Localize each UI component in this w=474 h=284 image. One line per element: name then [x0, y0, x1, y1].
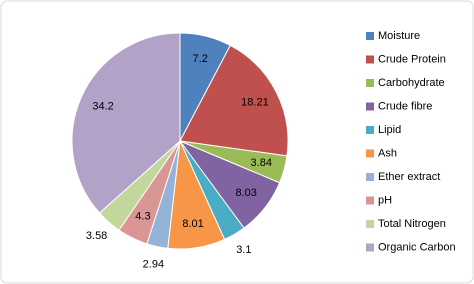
- data-label: 4.3: [135, 211, 150, 223]
- legend-label: Crude fibre: [378, 100, 432, 112]
- legend-label: Total Nitrogen: [378, 218, 446, 230]
- data-label: 7.2: [193, 53, 208, 65]
- data-label: 3.1: [236, 244, 251, 256]
- legend-swatch: [366, 149, 374, 158]
- legend-swatch: [366, 173, 374, 181]
- data-label: 3.84: [251, 157, 272, 169]
- data-label: 34.2: [92, 101, 113, 113]
- legend-swatch: [366, 196, 374, 205]
- data-label: 18.21: [241, 96, 269, 108]
- pie-slice: [179, 44, 289, 157]
- legend-label: Lipid: [378, 124, 401, 136]
- data-label: 2.94: [143, 258, 164, 270]
- legend-swatch: [366, 102, 374, 111]
- legend-label: Carbohydrate: [378, 77, 445, 89]
- legend-label: Organic Carbon: [378, 241, 456, 253]
- legend-swatch: [366, 55, 374, 64]
- legend-swatch: [366, 243, 374, 252]
- legend-label: pH: [378, 194, 392, 206]
- data-label: 8.03: [235, 187, 256, 199]
- legend-swatch: [366, 32, 374, 40]
- data-label: 3.58: [86, 230, 107, 242]
- legend-label: Crude Protein: [378, 53, 446, 65]
- legend-label: Ash: [378, 147, 397, 159]
- legend-swatch: [366, 220, 374, 228]
- legend-label: Moisture: [378, 30, 420, 42]
- legend-swatch: [366, 79, 374, 87]
- pie-slice: [71, 32, 181, 214]
- legend-label: Ether extract: [378, 171, 440, 183]
- legend-swatch: [366, 126, 374, 134]
- data-label: 8.01: [182, 218, 203, 230]
